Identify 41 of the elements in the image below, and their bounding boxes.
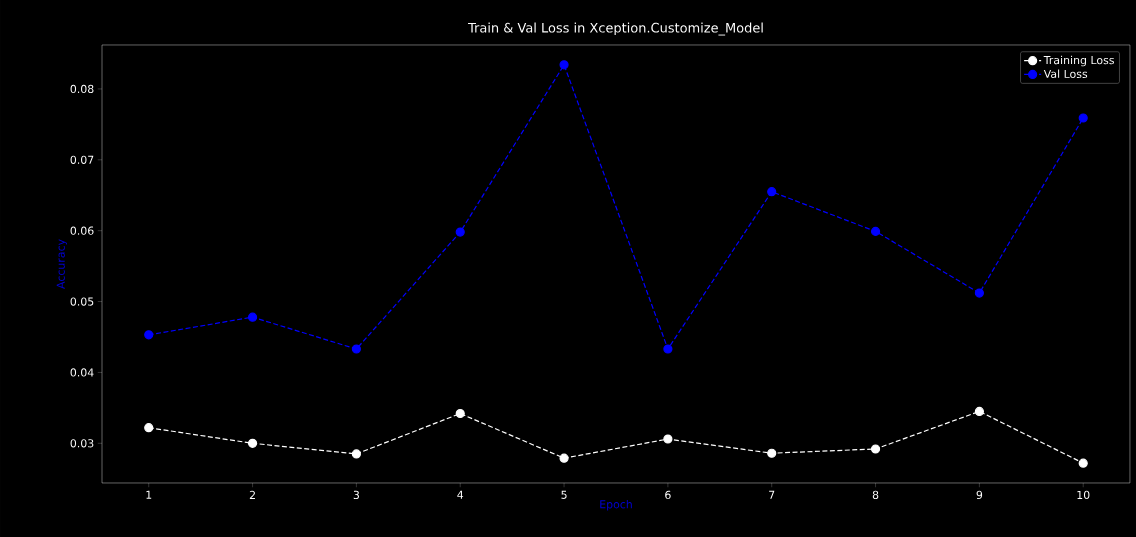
point xyxy=(870,226,881,236)
point xyxy=(144,423,154,433)
legend-label: Val Loss xyxy=(1043,69,1088,79)
point xyxy=(455,227,465,237)
x-tick-label: 9 xyxy=(976,490,983,500)
y-tick-label: 0.07 xyxy=(70,155,94,164)
point xyxy=(974,288,984,298)
point xyxy=(663,344,673,354)
x-tick-label: 2 xyxy=(249,490,255,499)
point xyxy=(767,448,777,458)
legend-label: Training Loss xyxy=(1043,55,1114,67)
point xyxy=(663,434,673,444)
y-tick-label: 0.05 xyxy=(70,297,94,306)
y-tick-label: 0.04 xyxy=(70,368,94,377)
point xyxy=(974,406,984,416)
x-tick-label: 1 xyxy=(146,490,152,499)
x-tick-label: 7 xyxy=(769,490,775,499)
point xyxy=(1078,113,1088,123)
x-axis-title: Epoch xyxy=(600,499,632,511)
y-tick-label: 0.06 xyxy=(70,226,94,235)
x-tick-label: 10 xyxy=(1077,490,1090,500)
x-tick-label: 5 xyxy=(561,490,567,499)
point xyxy=(247,312,258,322)
point xyxy=(559,60,569,70)
point xyxy=(559,453,569,463)
point xyxy=(870,444,881,454)
chart-title: Train & Val Loss in Xception.Customize_Model xyxy=(468,22,763,36)
x-tick-label: 4 xyxy=(457,490,464,499)
point xyxy=(144,330,154,340)
y-tick-label: 0.08 xyxy=(70,84,94,94)
point xyxy=(351,344,361,354)
point xyxy=(247,438,258,448)
point xyxy=(455,408,465,419)
x-tick-label: 8 xyxy=(872,490,879,500)
y-tick-label: 0.03 xyxy=(70,439,94,448)
y-axis-title: Accuracy xyxy=(56,239,67,289)
point xyxy=(767,187,777,197)
x-tick-label: 3 xyxy=(353,490,360,500)
point xyxy=(1078,458,1088,468)
x-tick-label: 6 xyxy=(665,490,671,500)
point xyxy=(351,449,361,459)
